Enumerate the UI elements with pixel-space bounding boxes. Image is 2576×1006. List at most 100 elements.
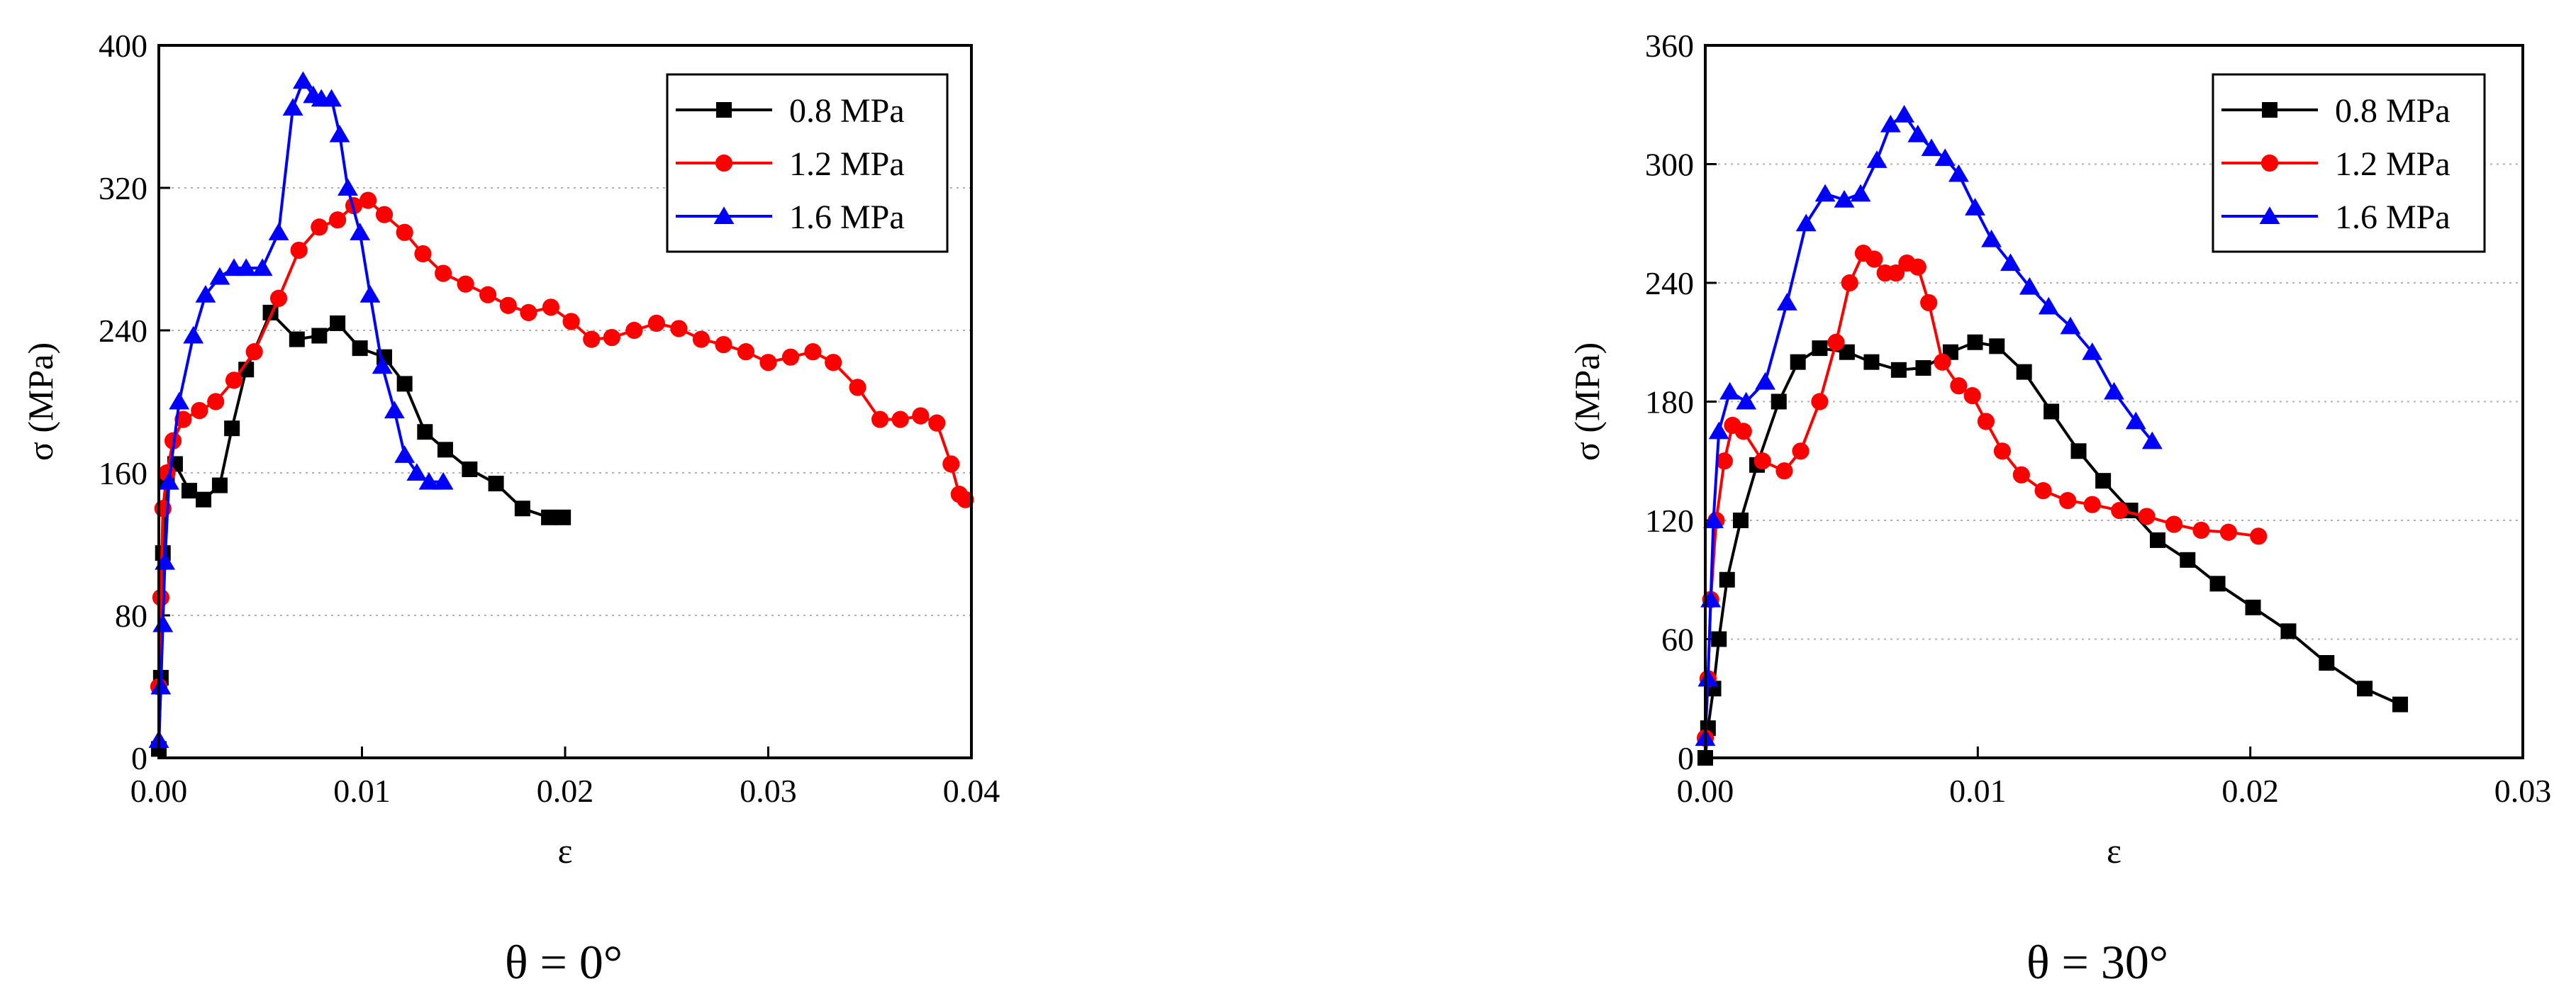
data-point	[152, 588, 169, 606]
data-point	[2209, 576, 2226, 592]
data-point	[942, 455, 960, 473]
data-point	[2034, 482, 2052, 500]
data-point	[321, 89, 342, 107]
data-point	[2043, 403, 2060, 420]
legend: 0.8 MPa 1.2 MPa 1.6 MPa	[2212, 73, 2486, 253]
data-point	[912, 407, 930, 425]
data-point	[2095, 473, 2112, 489]
data-point	[737, 343, 755, 361]
data-point	[1967, 334, 1983, 350]
data-point	[1909, 258, 1927, 276]
data-point	[670, 320, 688, 337]
data-point	[238, 362, 255, 378]
data-point	[1719, 381, 1741, 400]
data-point	[1734, 423, 1752, 440]
series-1-2-mpa	[150, 191, 974, 695]
data-point	[289, 331, 305, 347]
x-tick-label: 0.03	[2494, 773, 2552, 809]
data-point	[290, 241, 308, 259]
data-point	[1887, 264, 1905, 282]
data-point	[692, 330, 710, 348]
chart-theta-0: 0 80 160 240 320 400 0.00 0.01 0.02 0.03 0.04 ε σ (M…	[21, 28, 1000, 989]
x-tick-label: 0.02	[537, 773, 594, 809]
data-point	[418, 471, 440, 490]
data-point	[1950, 377, 1968, 395]
data-point	[352, 340, 368, 357]
legend-marker	[2262, 102, 2277, 118]
legend-item: 1.6 MPa	[2221, 199, 2450, 236]
data-point	[555, 509, 571, 525]
x-tick-label: 0.03	[740, 773, 797, 809]
data-point	[1850, 184, 1871, 202]
data-point	[1977, 413, 1995, 430]
data-point	[245, 343, 263, 361]
y-tick-label: 120	[1645, 503, 1694, 539]
x-tick-label: 0.00	[1677, 773, 1734, 809]
data-point	[417, 424, 433, 440]
data-point	[1732, 513, 1749, 528]
legend-label: 0.8 MPa	[789, 92, 905, 130]
data-point	[781, 348, 800, 366]
data-point	[435, 264, 452, 282]
data-point	[195, 285, 216, 303]
data-point	[2019, 276, 2040, 295]
data-point	[437, 442, 453, 458]
data-point	[849, 379, 866, 396]
data-point	[957, 491, 974, 508]
legend-item: 0.8 MPa	[676, 92, 905, 130]
data-point	[384, 401, 405, 419]
x-tick-label: 0.04	[943, 773, 1000, 809]
data-point	[2038, 296, 2059, 315]
data-point	[583, 330, 601, 348]
data-point	[2082, 342, 2103, 360]
data-point	[2280, 623, 2297, 639]
legend-label: 1.2 MPa	[789, 145, 905, 183]
x-tick-label: 0.01	[333, 773, 391, 809]
data-point	[224, 420, 240, 437]
data-point	[520, 303, 537, 321]
data-point	[338, 178, 358, 196]
series-line	[157, 79, 444, 740]
data-point	[329, 211, 347, 229]
data-point	[2180, 552, 2196, 568]
data-point	[562, 313, 580, 330]
data-point	[488, 476, 504, 492]
data-point	[2125, 411, 2146, 430]
data-point	[928, 414, 946, 432]
data-point	[2111, 501, 2129, 520]
data-point	[1755, 371, 1775, 390]
data-point	[311, 328, 328, 344]
data-point	[871, 410, 889, 428]
data-point	[191, 401, 208, 420]
data-point	[499, 296, 517, 314]
data-point	[462, 461, 478, 477]
y-tick-label: 300	[1645, 147, 1694, 183]
data-point	[1934, 148, 1956, 167]
data-point	[1841, 274, 1858, 292]
data-point	[1963, 387, 1981, 405]
data-point	[2016, 364, 2032, 380]
x-tick-label: 0.02	[2221, 773, 2279, 809]
data-point	[350, 223, 371, 240]
y-tick-label: 160	[99, 455, 147, 491]
data-point	[2357, 681, 2373, 697]
data-point	[1771, 393, 1787, 410]
chart-theta-30: 0 60 120 180 240 300 360 0.00 0.01 0.02 0.03 ε σ (MP…	[1567, 28, 2551, 989]
data-point	[479, 286, 497, 303]
data-point	[603, 328, 620, 347]
data-point	[1989, 338, 2005, 354]
data-point	[169, 391, 190, 410]
data-point	[2059, 491, 2077, 510]
y-tick-label: 240	[1645, 265, 1694, 301]
data-point	[1839, 344, 1855, 360]
legend-item: 1.6 MPa	[676, 199, 905, 236]
y-tick-label: 320	[99, 170, 147, 206]
data-point	[209, 267, 230, 285]
data-point	[1981, 229, 2002, 247]
data-point	[268, 223, 289, 240]
data-point	[2083, 496, 2101, 513]
legend-item: 1.2 MPa	[2221, 145, 2450, 183]
series-1-6-mpa	[148, 71, 454, 748]
data-point	[269, 289, 288, 307]
data-point	[1921, 138, 1942, 157]
